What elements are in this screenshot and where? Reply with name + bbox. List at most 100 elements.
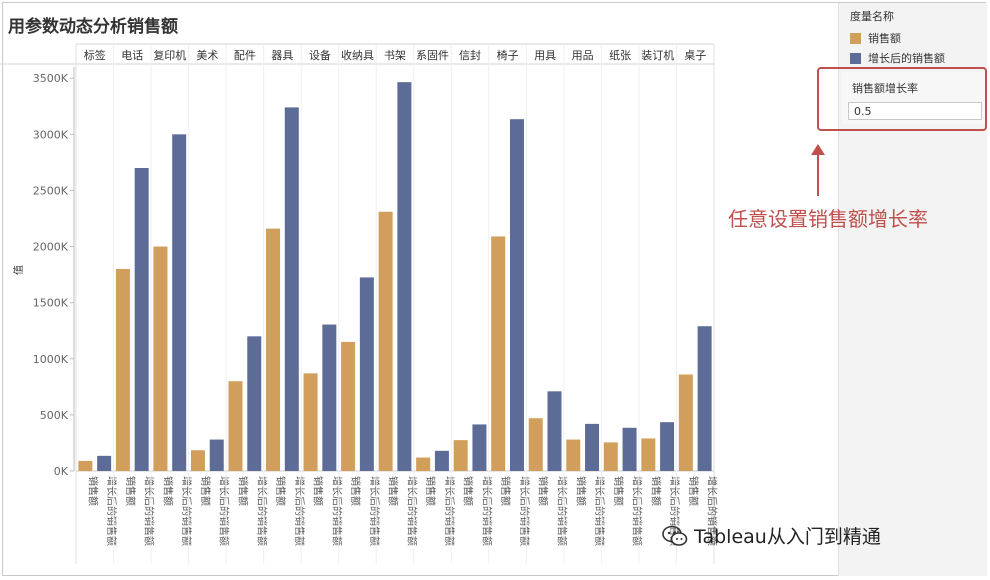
- annotation-text: 任意设置销售额增长率: [728, 207, 928, 231]
- legend-swatch-grown-sales: [850, 52, 861, 64]
- bar-sales: [416, 457, 431, 471]
- legend-item-grown-sales[interactable]: 增长后的销售额: [850, 50, 945, 66]
- category-header-label: 椅子: [497, 48, 519, 62]
- category-header-label: 器具: [271, 49, 293, 62]
- bar-sales: [528, 418, 543, 471]
- watermark: Tableau从入门到精通: [662, 522, 881, 549]
- bar-grown-sales: [247, 336, 262, 471]
- bar-grown-sales: [547, 391, 562, 471]
- x-tick-label: 增长后的销售额: [293, 476, 306, 546]
- bar-sales: [303, 373, 318, 471]
- x-tick-label: 销售额: [312, 476, 325, 506]
- legend-title: 度量名称: [850, 10, 894, 23]
- x-tick-label: 增长后的销售额: [330, 476, 343, 546]
- x-tick-label: 销售额: [124, 476, 137, 506]
- category-header-label: 收纳具: [341, 48, 374, 62]
- x-tick-label: 增长后的销售额: [218, 476, 231, 546]
- bar-chart: 0K 500K 1000K 1500K 2000K 2500K 3000K 3500K 值 标签销…: [0, 43, 719, 564]
- growth-rate-input[interactable]: [848, 102, 982, 120]
- bar-sales: [566, 439, 581, 471]
- bar-grown-sales: [209, 439, 224, 471]
- wechat-icon: [662, 525, 688, 546]
- legend-swatch-sales: [850, 32, 861, 44]
- category-header-label: 信封: [459, 48, 481, 62]
- bar-grown-sales: [472, 424, 487, 471]
- legend-item-sales[interactable]: 销售额: [850, 30, 901, 46]
- bar-grown-sales: [509, 119, 524, 471]
- x-tick-label: 增长后的销售额: [706, 476, 719, 546]
- x-tick-label: 销售额: [574, 476, 587, 506]
- bar-sales: [603, 442, 618, 471]
- x-tick-label: 增长后的销售额: [368, 476, 381, 546]
- y-tick-label: 2000K: [33, 241, 69, 254]
- bar-sales: [491, 236, 506, 471]
- x-tick-label: 销售额: [86, 476, 99, 506]
- y-tick-label: 3000K: [33, 128, 69, 141]
- x-tick-label: 销售额: [237, 476, 250, 506]
- x-tick-label: 增长后的销售额: [143, 476, 156, 546]
- category-header-label: 用品: [572, 49, 594, 62]
- bar-grown-sales: [397, 82, 412, 472]
- bar-sales: [153, 246, 168, 471]
- x-tick-label: 增长后的销售额: [518, 476, 531, 546]
- category-header-label: 系固件: [416, 49, 449, 62]
- bar-sales: [115, 269, 130, 471]
- y-tick-label: 0K: [54, 465, 69, 478]
- bar-sales: [678, 374, 693, 471]
- x-tick-label: 销售额: [649, 476, 662, 506]
- category-header-label: 配件: [234, 49, 256, 62]
- x-tick-label: 销售额: [387, 476, 400, 506]
- bar-grown-sales: [660, 422, 675, 471]
- y-tick-label: 1000K: [33, 353, 69, 366]
- bar-grown-sales: [697, 326, 712, 471]
- category-header-label: 用具: [534, 49, 556, 62]
- x-tick-label: 销售额: [462, 476, 475, 506]
- x-tick-label: 销售额: [499, 476, 512, 506]
- highlight-box: [817, 67, 987, 131]
- bar-grown-sales: [284, 107, 299, 472]
- category-header-label: 标签: [84, 48, 106, 62]
- category-header-label: 装订机: [641, 48, 674, 62]
- bar-sales: [641, 438, 656, 471]
- bar-sales: [78, 460, 93, 471]
- bar-grown-sales: [585, 423, 600, 471]
- bar-grown-sales: [359, 277, 374, 471]
- bar-grown-sales: [622, 427, 637, 471]
- category-header-label: 复印机: [153, 48, 186, 62]
- bar-sales: [266, 228, 281, 471]
- bar-grown-sales: [172, 134, 187, 472]
- category-header-label: 纸张: [609, 49, 631, 62]
- bar-grown-sales: [434, 450, 449, 471]
- x-tick-label: 增长后的销售额: [405, 476, 418, 546]
- category-header-label: 桌子: [684, 49, 706, 62]
- legend-label-grown-sales: 增长后的销售额: [868, 52, 945, 65]
- bar-grown-sales: [322, 324, 337, 471]
- category-header-label: 书架: [384, 49, 406, 62]
- annotation-arrow-icon: [811, 144, 825, 196]
- x-tick-label: 增长后的销售额: [180, 476, 193, 546]
- x-tick-label: 增长后的销售额: [631, 476, 644, 546]
- legend-label-sales: 销售额: [868, 32, 901, 45]
- chart-title: 用参数动态分析销售额: [8, 17, 178, 37]
- x-tick-label: 增长后的销售额: [255, 476, 268, 546]
- bar-sales: [228, 381, 243, 471]
- x-tick-label: 增长后的销售额: [480, 476, 493, 546]
- y-tick-label: 2500K: [33, 184, 69, 197]
- x-tick-label: 增长后的销售额: [105, 476, 118, 546]
- x-tick-label: 销售额: [424, 476, 437, 506]
- category-header-label: 设备: [309, 48, 331, 62]
- x-tick-label: 增长后的销售额: [593, 476, 606, 546]
- bar-sales: [453, 440, 468, 471]
- x-tick-label: 销售额: [274, 476, 287, 506]
- bar-sales: [341, 341, 356, 471]
- category-header-label: 电话: [121, 49, 143, 62]
- x-tick-label: 增长后的销售额: [443, 476, 456, 546]
- watermark-text: Tableau从入门到精通: [694, 526, 881, 548]
- x-tick-label: 销售额: [612, 476, 625, 506]
- x-tick-label: 增长后的销售额: [556, 476, 569, 546]
- bar-grown-sales: [134, 168, 149, 471]
- bar-sales: [190, 450, 205, 471]
- y-tick-label: 1500K: [33, 297, 69, 310]
- x-tick-label: 销售额: [349, 476, 362, 506]
- y-tick-label: 3500K: [33, 72, 69, 85]
